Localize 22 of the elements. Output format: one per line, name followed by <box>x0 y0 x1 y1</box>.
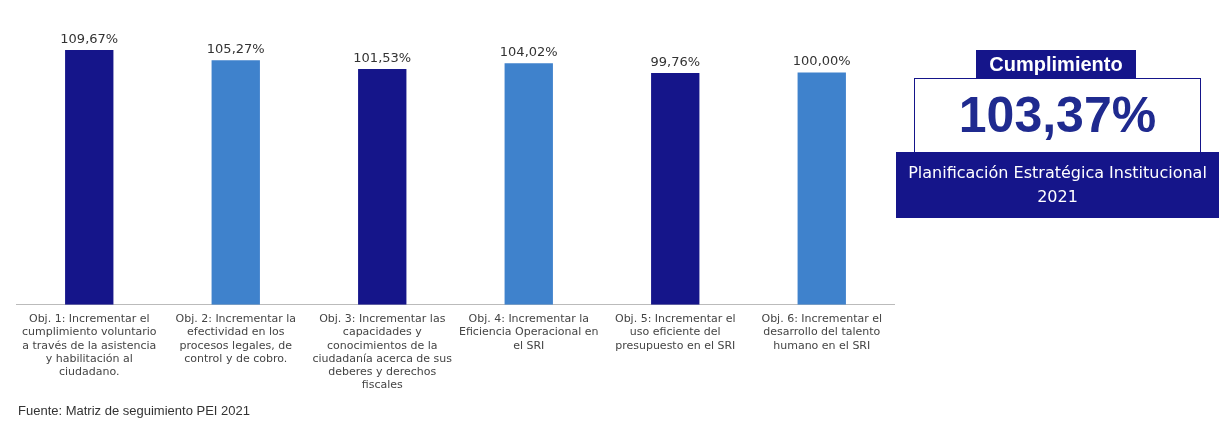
x-tick-label: Obj. 1: Incrementar el cumplimiento voluntario a través de la asistencia y habilitación al ciudadano. <box>22 312 157 379</box>
x-tick-label: Obj. 2: Incrementar la efectividad en los procesos legales, de control y de cobro. <box>175 312 297 365</box>
data-label: 100,00% <box>792 53 851 69</box>
x-tick-label: Obj. 6: Incrementar el desarrollo del talento humano en el SRI <box>761 312 883 352</box>
data-label: 105,27% <box>206 41 265 57</box>
x-tick-label: Obj. 5: Incrementar el uso eficiente del presupuesto en el SRI <box>614 312 736 352</box>
source-note: Fuente: Matriz de seguimiento PEI 2021 <box>18 403 250 418</box>
text: 103,37% <box>957 86 1158 145</box>
x-tick-label: Obj. 3: Incrementar las capacidades y conocimientos de la ciudadanía acerca de sus deberes y derechos fiscales <box>312 312 453 392</box>
x-tick-label: Obj. 4: Incrementar la Eficiencia Operacional en el SRI <box>458 312 599 352</box>
bar <box>358 68 407 305</box>
data-label: 109,67% <box>60 30 119 46</box>
text: Cumplimiento <box>976 50 1136 78</box>
bar <box>65 50 114 305</box>
bar <box>797 72 846 305</box>
bar <box>211 60 260 305</box>
data-label: 99,76% <box>650 53 701 69</box>
data-label: 104,02% <box>499 44 558 59</box>
data-label: 101,53% <box>353 49 412 65</box>
bar <box>504 63 553 305</box>
text: Planificación Estratégica Institucional 2021 <box>896 152 1219 218</box>
bar <box>651 73 700 305</box>
